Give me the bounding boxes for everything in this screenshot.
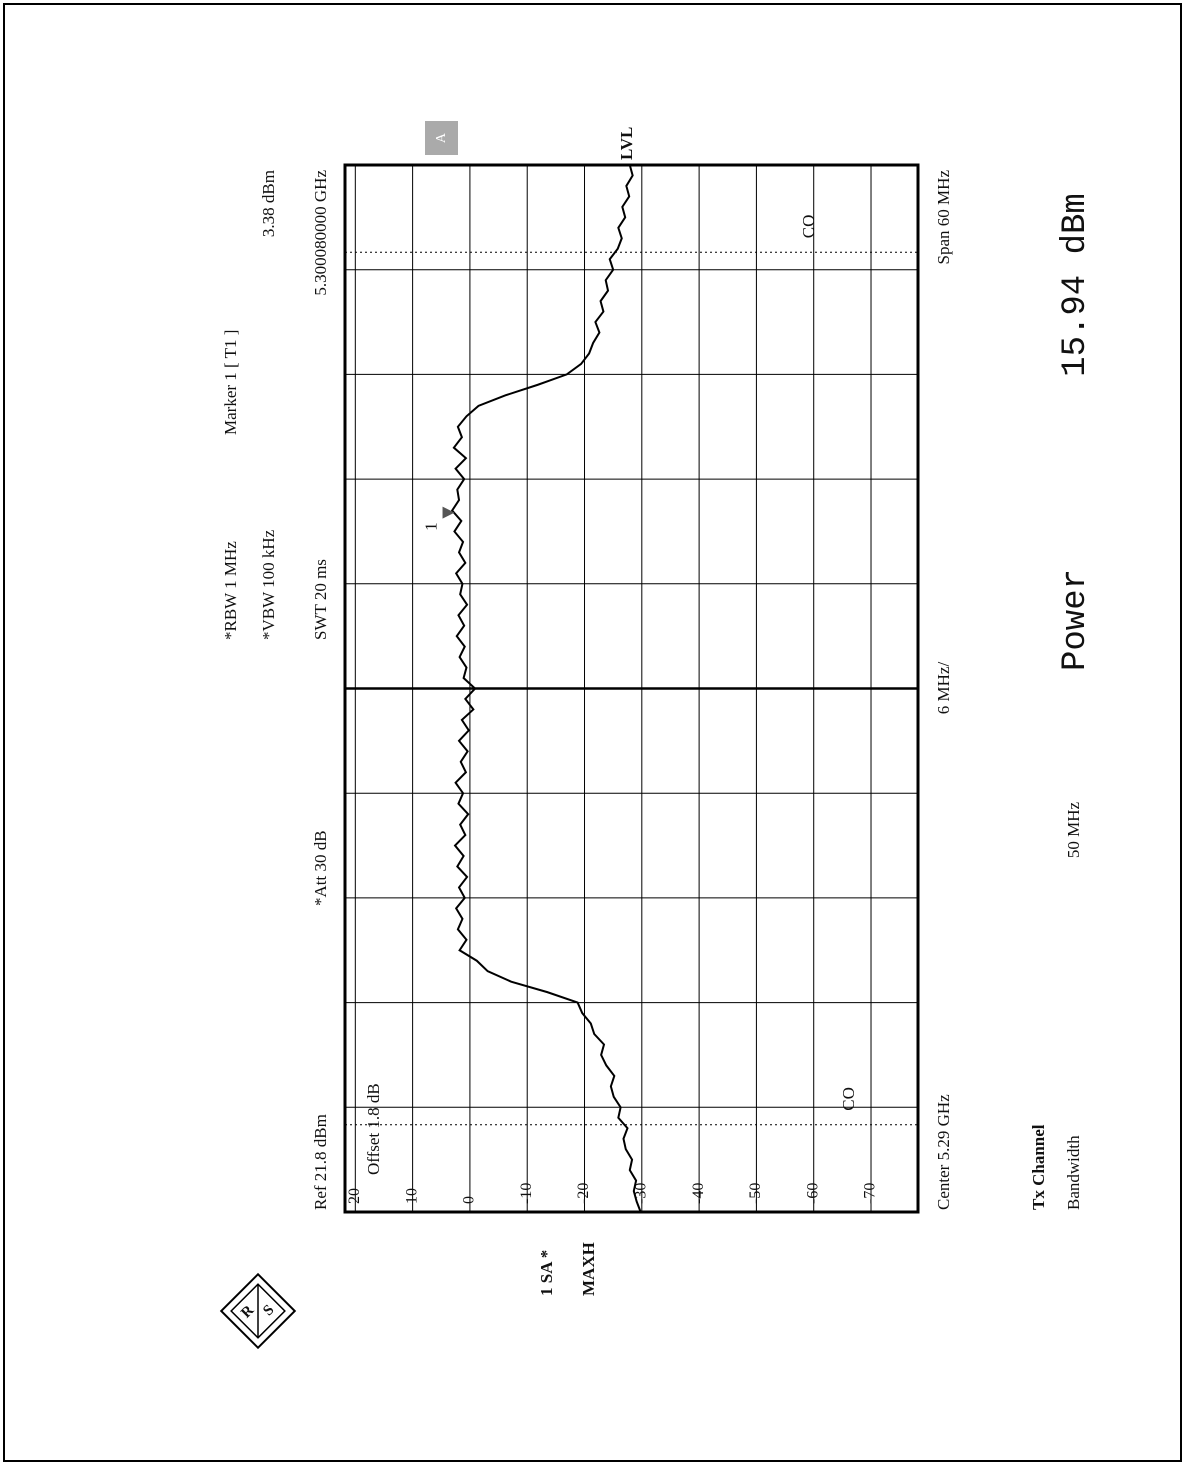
offset-label: Offset 1.8 dB (364, 1083, 383, 1175)
y-tick-label: -10 (518, 1183, 535, 1204)
status-box-label: A (434, 132, 449, 143)
y-tick-label: 20 (346, 1188, 363, 1204)
y-tick-label: 0 (461, 1196, 478, 1204)
marker-title: Marker 1 [ T1 ] (221, 330, 240, 435)
bandwidth-label: Bandwidth (1064, 1135, 1083, 1210)
channel-label: CO (799, 215, 818, 239)
logo-inner (230, 1283, 286, 1339)
y-tick-label: -70 (862, 1183, 879, 1204)
results-title: Tx Channel (1029, 1124, 1048, 1210)
lvl-label: LVL (617, 127, 636, 160)
att-label: *Att 30 dB (311, 830, 330, 906)
logo-slash (257, 1284, 259, 1338)
y-tick-label: -20 (575, 1183, 592, 1204)
trace-label: 1 SA * (537, 1250, 556, 1296)
power-value: 15.94 dBm (1057, 193, 1095, 377)
vbw-label: *VBW 100 kHz (259, 529, 278, 640)
rotated-display: R S A Ref 21.8 dBm *Att 30 dB *RBW 1 MHz… (219, 121, 1095, 1350)
div-label: 6 MHz/ (934, 662, 953, 715)
trace (450, 164, 642, 1213)
span-label: Span 60 MHz (934, 170, 953, 265)
bandwidth-value: 50 MHz (1064, 801, 1083, 858)
marker-level: 3.38 dBm (259, 170, 278, 237)
center-label: Center 5.29 GHz (934, 1094, 953, 1210)
marker (442, 506, 455, 519)
y-tick-label: -50 (747, 1183, 764, 1204)
channel-label: CO (839, 1087, 858, 1111)
ref-label: Ref 21.8 dBm (311, 1114, 330, 1210)
page-border (3, 3, 1182, 1462)
plot-frame (343, 163, 920, 1214)
marker-frequency: 5.300080000 GHz (311, 170, 330, 296)
marker-name: 1 (421, 522, 440, 531)
rbw-label: *RBW 1 MHz (221, 541, 240, 640)
detector-label: MAXH (579, 1242, 598, 1296)
y-tick-label: -40 (690, 1183, 707, 1204)
logo: R S (219, 1272, 297, 1350)
y-tick-label: -60 (804, 1183, 821, 1204)
y-tick-label: 10 (403, 1188, 420, 1204)
status-box (425, 121, 458, 155)
power-label: Power (1057, 569, 1095, 671)
swt-label: SWT 20 ms (311, 559, 330, 640)
